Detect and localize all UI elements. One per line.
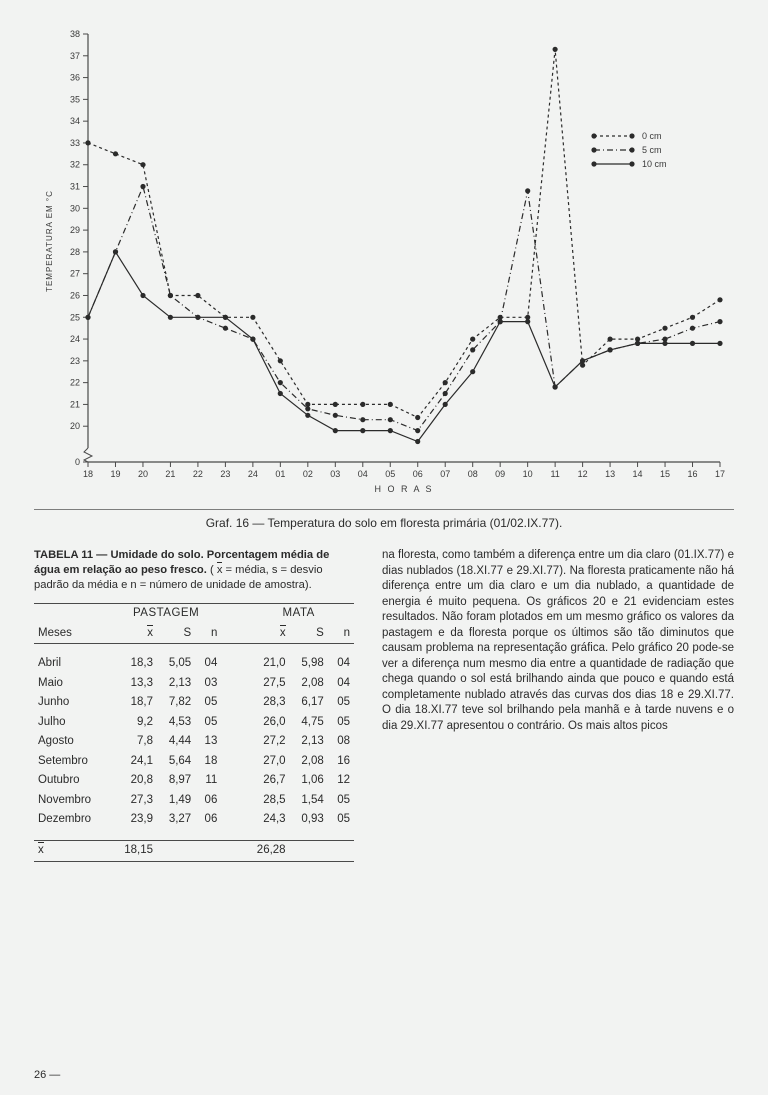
svg-text:22: 22 (70, 378, 80, 388)
table-row: Agosto7,84,441327,22,1308 (34, 732, 354, 752)
svg-text:16: 16 (688, 469, 698, 479)
svg-text:04: 04 (358, 469, 368, 479)
footer-label: x (34, 841, 111, 862)
two-column-layout: TABELA 11 — Umidade do solo. Porcentagem… (34, 548, 734, 862)
table-row: Abril18,35,050421,05,9804 (34, 654, 354, 674)
svg-text:02: 02 (303, 469, 313, 479)
humidity-table: PASTAGEM MATA Meses x S n x S n (34, 603, 354, 861)
col-t-mean: x (243, 624, 289, 644)
group-mata: MATA (243, 604, 354, 624)
svg-text:30: 30 (70, 203, 80, 213)
right-column: na floresta, como também a diferença en­… (382, 548, 734, 862)
svg-text:TEMPERATURA EM °C: TEMPERATURA EM °C (45, 190, 54, 292)
svg-text:18: 18 (83, 469, 93, 479)
svg-text:H O R A S: H O R A S (374, 484, 433, 494)
svg-text:24: 24 (70, 334, 80, 344)
table-row: Julho9,24,530526,04,7505 (34, 713, 354, 733)
table-footer-row: x 18,15 26,28 (34, 841, 354, 862)
table-row: Novembro27,31,490628,51,5405 (34, 791, 354, 811)
svg-text:32: 32 (70, 160, 80, 170)
page: 2021222324252627282930313233343536373801… (0, 0, 768, 1095)
svg-text:22: 22 (193, 469, 203, 479)
svg-text:0: 0 (75, 457, 80, 467)
mean-symbol: x (217, 563, 223, 578)
svg-text:31: 31 (70, 182, 80, 192)
svg-text:26: 26 (70, 290, 80, 300)
page-number: 26 — (34, 1069, 60, 1081)
svg-text:14: 14 (633, 469, 643, 479)
svg-text:05: 05 (385, 469, 395, 479)
table-row: Dezembro23,93,270624,30,9305 (34, 810, 354, 830)
svg-text:20: 20 (70, 421, 80, 431)
svg-text:21: 21 (165, 469, 175, 479)
svg-text:01: 01 (275, 469, 285, 479)
col-p-s: S (157, 624, 195, 644)
svg-text:29: 29 (70, 225, 80, 235)
svg-text:35: 35 (70, 94, 80, 104)
chart-caption: Graf. 16 — Temperatura do solo em flores… (34, 509, 734, 530)
footer-t-mean: 26,28 (243, 841, 289, 862)
svg-text:08: 08 (468, 469, 478, 479)
svg-text:10: 10 (523, 469, 533, 479)
svg-text:11: 11 (550, 469, 559, 479)
table-row: Setembro24,15,641827,02,0816 (34, 752, 354, 772)
table-group-row: PASTAGEM MATA (34, 604, 354, 624)
svg-text:10 cm: 10 cm (642, 159, 667, 169)
table-header-row: Meses x S n x S n (34, 624, 354, 644)
svg-text:23: 23 (70, 356, 80, 366)
svg-text:03: 03 (330, 469, 340, 479)
svg-text:37: 37 (70, 51, 80, 61)
svg-text:13: 13 (605, 469, 615, 479)
col-t-n: n (328, 624, 354, 644)
svg-text:17: 17 (715, 469, 725, 479)
svg-text:36: 36 (70, 73, 80, 83)
svg-text:24: 24 (248, 469, 258, 479)
table-body: Abril18,35,050421,05,9804Maio13,32,13032… (34, 644, 354, 841)
svg-text:27: 27 (70, 269, 80, 279)
svg-text:34: 34 (70, 116, 80, 126)
chart-container: 2021222324252627282930313233343536373801… (34, 28, 734, 503)
table-row: Maio13,32,130327,52,0804 (34, 674, 354, 694)
col-p-mean: x (111, 624, 157, 644)
svg-text:20: 20 (138, 469, 148, 479)
table-row: Outubro20,88,971126,71,0612 (34, 771, 354, 791)
footer-p-mean: 18,15 (111, 841, 157, 862)
table-title: TABELA 11 — Umidade do solo. Porcentagem… (34, 548, 354, 593)
left-column: TABELA 11 — Umidade do solo. Porcentagem… (34, 548, 354, 862)
svg-text:19: 19 (110, 469, 120, 479)
temperature-chart: 2021222324252627282930313233343536373801… (34, 28, 734, 503)
group-pastagem: PASTAGEM (111, 604, 222, 624)
svg-text:5 cm: 5 cm (642, 145, 662, 155)
col-t-s: S (290, 624, 328, 644)
svg-text:06: 06 (413, 469, 423, 479)
col-meses: Meses (34, 624, 111, 644)
svg-text:21: 21 (70, 399, 80, 409)
svg-text:38: 38 (70, 29, 80, 39)
svg-text:0 cm: 0 cm (642, 131, 662, 141)
svg-text:23: 23 (220, 469, 230, 479)
body-paragraph: na floresta, como também a diferença en­… (382, 548, 734, 734)
svg-text:33: 33 (70, 138, 80, 148)
svg-text:12: 12 (578, 469, 588, 479)
table-row: Junho18,77,820528,36,1705 (34, 693, 354, 713)
svg-text:09: 09 (495, 469, 505, 479)
svg-text:15: 15 (660, 469, 670, 479)
svg-text:25: 25 (70, 312, 80, 322)
col-p-n: n (195, 624, 221, 644)
svg-text:28: 28 (70, 247, 80, 257)
svg-text:07: 07 (440, 469, 450, 479)
